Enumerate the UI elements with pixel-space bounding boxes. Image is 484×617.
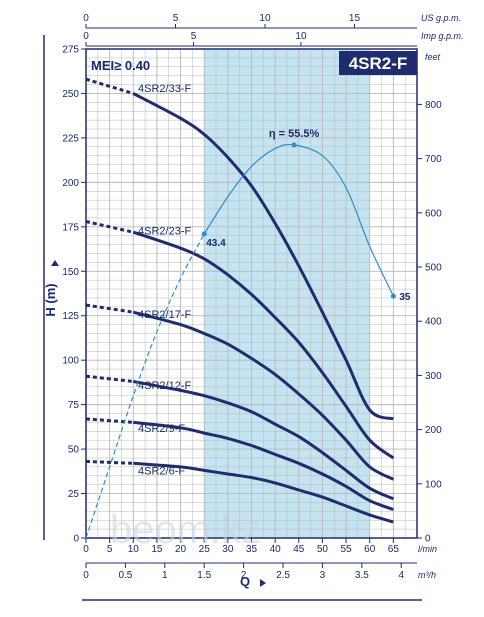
pump-curve-dashed-segment xyxy=(85,374,134,383)
top1-tick-label: 15 xyxy=(349,13,361,24)
curve-label: 4SR2/23-F xyxy=(138,225,191,237)
y2-tick-label: 200 xyxy=(425,425,442,436)
x-unit-label: l/min xyxy=(418,544,437,554)
top1-tick-label: 5 xyxy=(173,13,179,24)
top1-unit-label: US g.p.m. xyxy=(421,13,461,23)
x-tick-label: 0 xyxy=(83,544,89,555)
x-tick-label: 20 xyxy=(175,544,187,555)
y2-tick-label: 400 xyxy=(425,317,442,328)
x2-tick-label: 1 xyxy=(162,570,168,581)
y2-tick-label: 700 xyxy=(425,154,442,165)
x-tick-label: 35 xyxy=(246,544,258,555)
x-axis-title: Q xyxy=(240,574,250,589)
x-tick-label: 40 xyxy=(270,544,282,555)
y-axis-right: 0 100 200 300 400 500 600 700 800 feet xyxy=(417,52,442,545)
pump-curve-solid-segment xyxy=(132,310,395,481)
y-tick-label: 75 xyxy=(68,400,80,411)
x-tick-label: 25 xyxy=(199,544,211,555)
y-tick-label: 100 xyxy=(62,356,79,367)
title-badge xyxy=(339,51,417,75)
pump-curve-dashed-segment xyxy=(85,220,134,234)
efficiency-curve: η = 55.5% 43.4 35 xyxy=(85,128,411,539)
x-tick-label: 65 xyxy=(388,544,400,555)
mei-label: MEI≥ 0.40 xyxy=(91,58,150,73)
x-tick-label: 15 xyxy=(151,544,163,555)
x2-tick-label: 3.5 xyxy=(355,570,369,581)
top2-tick-label: 10 xyxy=(295,31,307,42)
x-tick-label: 45 xyxy=(293,544,305,555)
y-tick-label: 25 xyxy=(68,489,80,500)
grid xyxy=(85,48,418,539)
x-tick-label: 5 xyxy=(107,544,113,555)
efficiency-start-point xyxy=(201,231,207,237)
y-tick-label: 50 xyxy=(68,445,80,456)
x-tick-label: 60 xyxy=(364,544,376,555)
x-axis-bottom: 0 5 10 15 20 25 30 35 40 45 50 55 60 65 l/min xyxy=(83,538,437,555)
y-tick-label: 225 xyxy=(62,133,79,144)
pump-curve-dashed-segment xyxy=(85,417,134,424)
x2-tick-label: 3 xyxy=(320,570,326,581)
x-tick-label: 30 xyxy=(222,544,234,555)
top2-tick-label: 5 xyxy=(191,31,197,42)
efficiency-peak-label: η = 55.5% xyxy=(269,128,320,140)
y-tick-label: 125 xyxy=(62,311,79,322)
pump-curve-solid-segment xyxy=(133,420,394,511)
y-axis-arrow-icon xyxy=(51,260,59,266)
y2-tick-label: 500 xyxy=(425,263,442,274)
y-tick-label: 275 xyxy=(62,45,79,56)
top2-tick-label: 0 xyxy=(83,31,89,42)
y-tick-label: 0 xyxy=(73,534,79,545)
pump-curve-dashed-segment xyxy=(85,303,134,314)
x-axis-top-us-gpm: 0 5 10 15 US g.p.m. xyxy=(83,13,461,29)
y2-tick-label: 800 xyxy=(425,100,442,111)
y-tick-label: 250 xyxy=(62,89,79,100)
pump-curve-solid-segment xyxy=(132,92,394,421)
efficiency-end-label: 35 xyxy=(399,292,411,303)
curve-label: 4SR2/12-F xyxy=(138,380,191,392)
efficiency-curve-dashed xyxy=(85,233,205,539)
pump-curve-solid-segment xyxy=(132,230,395,460)
curve-label: 4SR2/9-F xyxy=(138,423,185,435)
y2-tick-label: 100 xyxy=(425,479,442,490)
x-axis-arrow-icon xyxy=(260,579,266,587)
x-axis-top-imp-gpm: 0 5 10 Imp g.p.m. xyxy=(83,31,464,47)
chart-title: 4SR2-F xyxy=(349,54,408,73)
top2-unit-label: Imp g.p.m. xyxy=(421,31,464,41)
x-tick-label: 50 xyxy=(317,544,329,555)
curve-label: 4SR2/6-F xyxy=(138,466,185,478)
y-tick-label: 150 xyxy=(62,267,79,278)
efficiency-start-label: 43.4 xyxy=(206,238,226,249)
curve-label: 4SR2/17-F xyxy=(138,309,191,321)
y-tick-label: 175 xyxy=(62,222,79,233)
efficiency-end-point xyxy=(390,293,396,299)
x2-tick-label: 4 xyxy=(398,570,404,581)
y2-tick-label: 600 xyxy=(425,208,442,219)
top1-tick-label: 0 xyxy=(83,13,89,24)
pump-curve-solid-segment xyxy=(133,461,394,524)
y2-tick-label: 0 xyxy=(425,534,431,545)
y2-unit-label: feet xyxy=(425,52,441,62)
pump-curve-dashed-segment xyxy=(85,77,134,95)
pump-curve-dashed-segment xyxy=(85,460,134,465)
pump-curve-solid-segment xyxy=(133,380,395,501)
top1-tick-label: 10 xyxy=(259,13,271,24)
curve-label: 4SR2/33-F xyxy=(138,83,191,95)
efficiency-peak-point xyxy=(291,142,297,148)
x2-tick-label: 0.5 xyxy=(118,570,132,581)
x2-tick-label: 1.5 xyxy=(197,570,211,581)
y-tick-label: 200 xyxy=(62,178,79,189)
x2-unit-label: m³/h xyxy=(418,570,436,580)
y-axis-left: 0 25 50 75 100 125 150 175 200 225 250 275 xyxy=(62,45,86,545)
x2-tick-label: 2.5 xyxy=(276,570,290,581)
watermark: beom.kz xyxy=(110,508,261,552)
x-tick-label: 10 xyxy=(128,544,140,555)
y-axis-title: H (m) xyxy=(43,283,58,316)
x-axis-bottom-secondary: 0 0.5 1 1.5 2 2.5 3 3.5 4 m³/h xyxy=(83,562,436,581)
y2-tick-label: 300 xyxy=(425,371,442,382)
x2-tick-label: 2 xyxy=(241,570,247,581)
x2-tick-label: 0 xyxy=(83,570,89,581)
pump-curves: 4SR2/33-F 4SR2/23-F 4SR2/17-F 4SR2/12-F 4SR2… xyxy=(85,77,395,524)
x-tick-label: 55 xyxy=(341,544,353,555)
